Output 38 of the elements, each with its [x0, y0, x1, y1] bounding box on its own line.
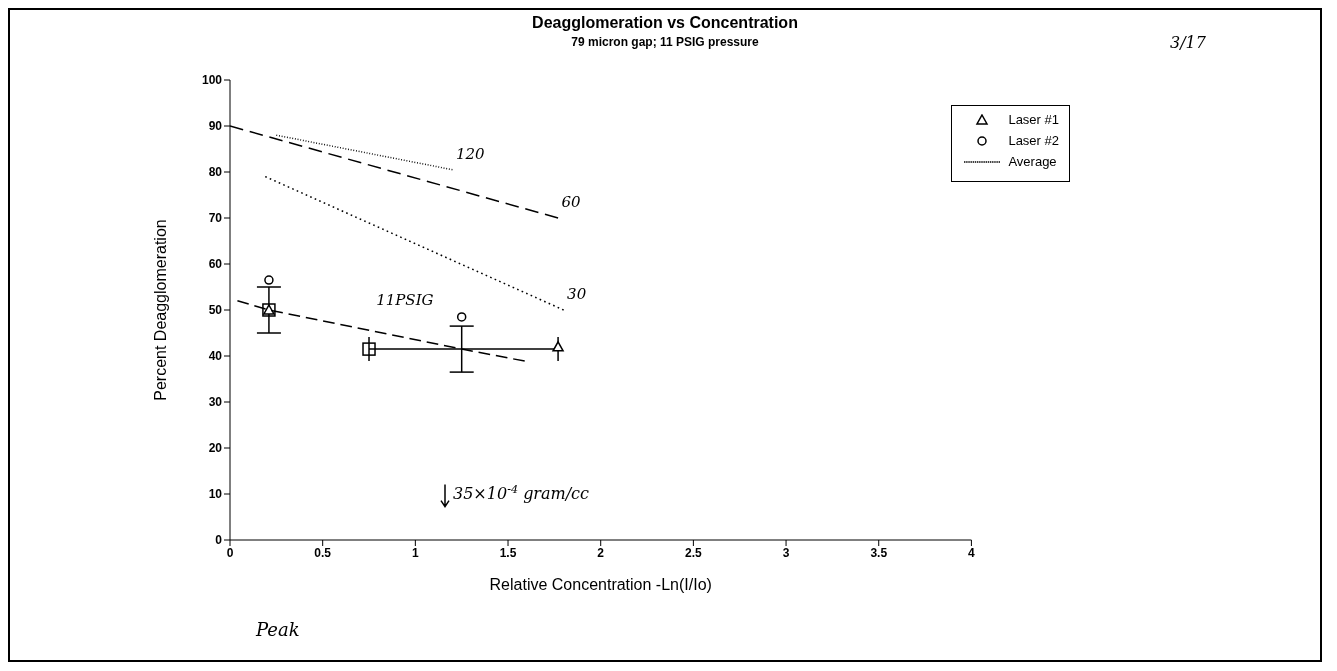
chart-title: Deagglomeration vs Concentration: [532, 14, 798, 31]
x-tick-label: 1: [412, 545, 420, 560]
series-label: 120: [455, 145, 485, 164]
point: [552, 341, 564, 352]
y-tick-label: 100: [201, 73, 223, 88]
legend-label: Laser #1: [1008, 112, 1059, 127]
annotation: 35×10$^{-4}$ gram/cc: [453, 482, 590, 503]
y-tick-label: 30: [208, 395, 223, 410]
series-label: 30: [567, 285, 587, 304]
point: [362, 342, 376, 356]
x-tick-label: 2.5: [685, 545, 703, 560]
y-axis-title: Percent Deagglomeration: [151, 219, 169, 401]
point: [264, 275, 274, 285]
legend-label: Laser #2: [1008, 133, 1059, 148]
series-label: 60: [561, 193, 582, 212]
x-axis-title: Relative Concentration -Ln(I/Io): [489, 576, 712, 593]
y-tick-label: 90: [208, 119, 223, 134]
text: Peak: [255, 619, 300, 640]
y-tick-label: 10: [208, 487, 223, 502]
y-tick-label: 70: [208, 211, 223, 226]
y-tick-label: 20: [208, 441, 223, 456]
y-tick-label: 40: [208, 349, 223, 364]
text: 3/17: [1170, 33, 1207, 52]
x-tick-label: 2: [597, 545, 605, 560]
x-tick-label: 1.5: [499, 545, 517, 560]
y-tick-label: 50: [208, 303, 223, 318]
x-tick-label: 0.5: [314, 545, 332, 560]
x-tick-label: 3.5: [870, 545, 888, 560]
y-tick-label: 60: [208, 257, 223, 272]
x-tick-label: 4: [968, 545, 976, 560]
x-tick-label: 3: [782, 545, 790, 560]
chart-subtitle: 79 micron gap; 11 PSIG pressure: [571, 35, 760, 49]
legend-label: Average: [1008, 154, 1057, 169]
annotation: 11PSIG: [376, 291, 434, 310]
point: [456, 312, 467, 322]
x-tick-label: 0: [226, 545, 234, 560]
y-tick-label: 0: [215, 533, 223, 548]
y-tick-label: 80: [208, 165, 223, 180]
